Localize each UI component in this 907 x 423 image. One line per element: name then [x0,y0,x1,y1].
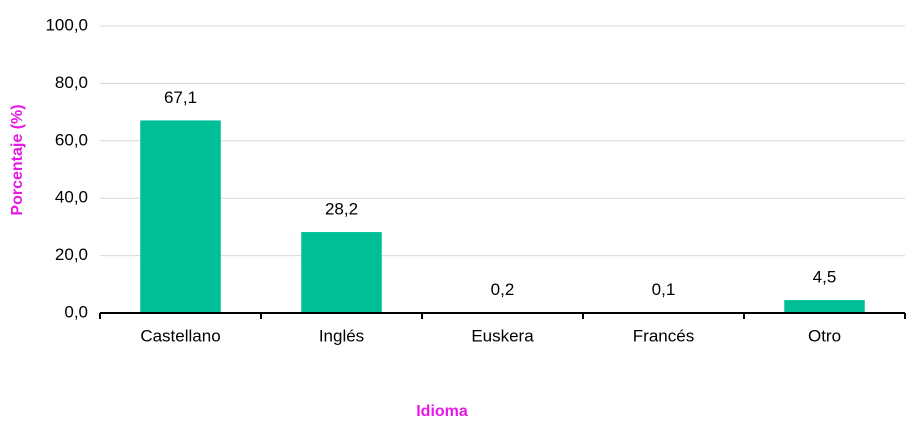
data-label: 0,2 [491,280,515,299]
bar [140,120,221,313]
y-axis-title: Porcentaje (%) [9,104,26,215]
y-tick-label: 60,0 [55,130,88,149]
y-tick-label: 100,0 [45,15,88,34]
x-tick-label: Euskera [471,326,534,345]
x-tick-label: Francés [633,326,694,345]
y-tick-label: 20,0 [55,245,88,264]
data-label: 67,1 [164,88,197,107]
bar [301,232,382,313]
x-tick-label: Inglés [319,326,364,345]
x-tick-label: Castellano [140,326,220,345]
y-tick-label: 40,0 [55,188,88,207]
x-axis-title: Idioma [416,403,468,420]
bar [784,300,865,313]
data-label: 28,2 [325,200,358,219]
data-label: 0,1 [652,280,676,299]
x-tick-label: Otro [808,326,841,345]
y-tick-label: 0,0 [64,302,88,321]
data-label: 4,5 [813,268,837,287]
y-tick-label: 80,0 [55,73,88,92]
